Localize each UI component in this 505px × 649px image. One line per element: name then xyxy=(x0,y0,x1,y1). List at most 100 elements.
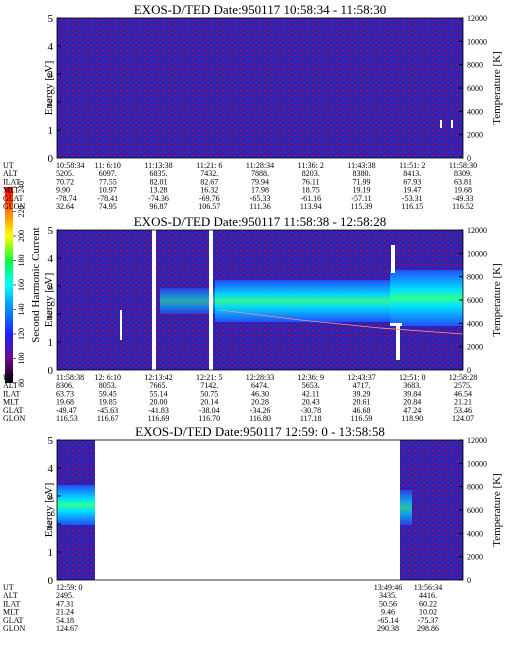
spectrogram-spot xyxy=(390,323,402,326)
y2-tick-label: 6000 xyxy=(467,296,483,305)
orbit-value: 32.64 xyxy=(56,202,74,211)
orbit-value: 13:56:34 xyxy=(414,583,442,592)
y-tick-label: 0 xyxy=(48,575,54,587)
y2-tick-label: 8000 xyxy=(467,273,483,282)
orbit-row-label: GLON xyxy=(3,624,25,633)
orbit-value: 117.18 xyxy=(300,414,322,423)
orbit-value: -69.76 xyxy=(199,194,220,203)
orbit-value: 8203. xyxy=(302,169,320,178)
orbit-value: 46.68 xyxy=(353,406,371,415)
orbit-value: 47.31 xyxy=(56,599,74,608)
orbit-value: 20.84 xyxy=(403,398,421,407)
y-tick-label: 5 xyxy=(48,435,54,447)
panel: EXOS-D/TED Date:950117 11:58:38 - 12:58:… xyxy=(3,214,503,423)
orbit-value: 71.99 xyxy=(353,177,371,186)
orbit-value: 106.57 xyxy=(198,202,220,211)
orbit-value: 21.24 xyxy=(56,608,74,617)
orbit-value: 116.80 xyxy=(249,414,271,423)
orbit-value: 8380. xyxy=(353,169,371,178)
orbit-value: 39.29 xyxy=(353,389,371,398)
orbit-value: 11:13:38 xyxy=(144,161,172,170)
orbit-value: 13.28 xyxy=(150,186,168,195)
temperature-trace xyxy=(219,309,464,335)
y-tick-label: 3 xyxy=(48,491,54,503)
orbit-value: 17.98 xyxy=(251,186,269,195)
orbit-value: 16.32 xyxy=(200,186,218,195)
orbit-row-label: MLT xyxy=(3,186,19,195)
orbit-value: 116.70 xyxy=(198,414,220,423)
colorbar xyxy=(5,187,13,383)
orbit-value: 116.59 xyxy=(351,414,373,423)
y2-tick-label: 0 xyxy=(467,576,471,585)
orbit-value: 7665. xyxy=(150,381,168,390)
orbit-value: 116.67 xyxy=(97,414,119,423)
y2-tick-label: 4000 xyxy=(467,107,483,116)
orbit-value: 50.56 xyxy=(379,599,397,608)
y-tick-label: 5 xyxy=(48,225,54,237)
y-axis-label: Energy [eV] xyxy=(43,273,55,327)
orbit-value: 124.07 xyxy=(452,414,474,423)
y2-tick-label: 4000 xyxy=(467,319,483,328)
y2-tick-label: 8000 xyxy=(467,483,483,492)
spectrogram xyxy=(57,18,463,158)
y2-tick-label: 8000 xyxy=(467,61,483,70)
orbit-value: 4416. xyxy=(419,591,437,600)
orbit-value: 11: 6:10 xyxy=(95,161,121,170)
orbit-value: 12:36: 9 xyxy=(298,373,324,382)
orbit-value: 9.46 xyxy=(381,608,395,617)
y-tick-label: 2 xyxy=(48,309,54,321)
y-tick-label: 2 xyxy=(48,97,54,109)
orbit-value: 19.68 xyxy=(56,398,74,407)
orbit-value: 20.14 xyxy=(200,398,218,407)
orbit-value: 3683. xyxy=(403,381,421,390)
colorbar-tick-label: 100 xyxy=(17,353,26,365)
orbit-row-label: MLT xyxy=(3,608,19,617)
orbit-value: -49.33 xyxy=(453,194,474,203)
orbit-value: 74.95 xyxy=(99,202,117,211)
orbit-value: 2575. xyxy=(454,381,472,390)
orbit-value: 13:49:46 xyxy=(374,583,402,592)
colorbar-tick-label: 180 xyxy=(17,255,26,267)
spectrogram-spot xyxy=(396,325,400,360)
colorbar-tick-label: 220 xyxy=(17,206,26,218)
orbit-value: -41.83 xyxy=(148,406,169,415)
orbit-value: 18.75 xyxy=(302,186,320,195)
orbit-row-label: GLAT xyxy=(3,406,24,415)
orbit-value: 77.55 xyxy=(99,177,117,186)
y-tick-label: 1 xyxy=(48,337,54,349)
y-tick-label: 4 xyxy=(48,41,54,53)
orbit-value: 8306. xyxy=(56,381,74,390)
orbit-value: 70.72 xyxy=(56,177,74,186)
orbit-value: -30.78 xyxy=(300,406,321,415)
orbit-value: 8413. xyxy=(403,169,421,178)
y2-tick-label: 12000 xyxy=(467,14,487,23)
orbit-row-label: GLON xyxy=(3,414,25,423)
y-tick-label: 4 xyxy=(48,253,54,265)
orbit-value: 11:43:38 xyxy=(347,161,375,170)
orbit-value: 19.19 xyxy=(353,186,371,195)
orbit-value: 116.15 xyxy=(401,202,423,211)
orbit-value: 79.94 xyxy=(251,177,269,186)
orbit-value: -57.11 xyxy=(351,194,371,203)
orbit-value: 8309. xyxy=(454,169,472,178)
orbit-value: 20.43 xyxy=(302,398,320,407)
y-tick-label: 1 xyxy=(48,547,54,559)
y-tick-label: 5 xyxy=(48,13,54,25)
orbit-value: 11:51: 2 xyxy=(399,161,425,170)
panel: EXOS-D/TED Date:950117 10:58:34 - 11:58:… xyxy=(3,2,503,211)
orbit-value: -34.26 xyxy=(250,406,271,415)
orbit-row-label: ALT xyxy=(3,591,18,600)
orbit-value: 9.90 xyxy=(56,186,70,195)
orbit-value: 116.53 xyxy=(56,414,78,423)
orbit-value: 11:36: 2 xyxy=(298,161,324,170)
orbit-value: -65.33 xyxy=(250,194,271,203)
orbit-value: 10.02 xyxy=(419,608,437,617)
orbit-value: 63.73 xyxy=(56,389,74,398)
spectrogram-spot xyxy=(451,120,453,128)
y-tick-label: 1 xyxy=(48,125,54,137)
orbit-value: 12:59: 0 xyxy=(56,583,82,592)
colorbar-tick-label: 140 xyxy=(17,304,26,316)
y2-tick-label: 2000 xyxy=(467,343,483,352)
orbit-value: 6097. xyxy=(99,169,117,178)
